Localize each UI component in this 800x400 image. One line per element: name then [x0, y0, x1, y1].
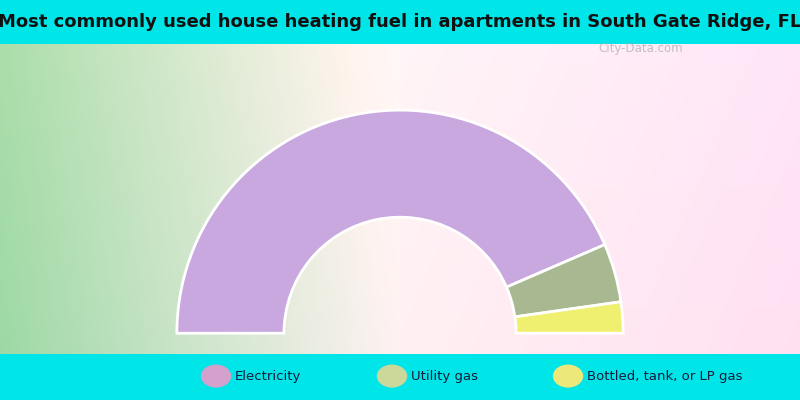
- Ellipse shape: [377, 364, 407, 388]
- Text: City-Data.com: City-Data.com: [598, 42, 683, 55]
- Ellipse shape: [201, 364, 231, 388]
- Ellipse shape: [553, 364, 583, 388]
- Text: Utility gas: Utility gas: [411, 370, 478, 382]
- Text: Most commonly used house heating fuel in apartments in South Gate Ridge, FL: Most commonly used house heating fuel in…: [0, 13, 800, 31]
- Wedge shape: [506, 245, 621, 317]
- Wedge shape: [177, 110, 605, 333]
- Text: Electricity: Electricity: [235, 370, 302, 382]
- Wedge shape: [515, 302, 623, 333]
- Text: Bottled, tank, or LP gas: Bottled, tank, or LP gas: [587, 370, 742, 382]
